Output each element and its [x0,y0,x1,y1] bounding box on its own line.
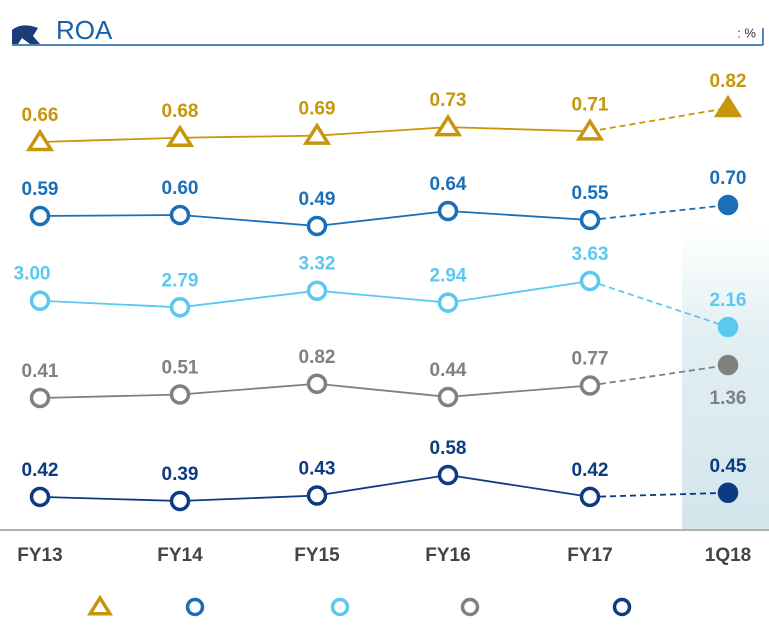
data-point [579,209,601,231]
forecast-line [589,364,729,387]
data-label: 0.66 [22,105,59,126]
data-label: 3.00 [14,264,51,285]
data-label: 0.43 [299,459,336,480]
data-label: 3.32 [299,254,336,275]
x-tick-label: 1Q18 [705,545,751,566]
x-tick-label: FY13 [17,545,62,566]
data-label: 0.42 [572,460,609,481]
data-label: 0.64 [430,174,467,195]
data-point [169,204,191,226]
data-point [306,215,328,237]
data-label: 0.44 [430,360,467,381]
data-label: 2.79 [162,270,199,291]
data-label: 0.60 [162,178,199,199]
forecast-line [589,280,729,328]
data-label: 0.71 [572,94,609,115]
x-tick-label: FY14 [157,545,203,566]
data-label: 0.39 [162,464,199,485]
data-label: 0.70 [710,168,747,189]
data-point [713,94,743,118]
unit-label: : % [737,25,756,40]
data-label: 0.59 [22,179,59,200]
data-label: 0.42 [22,460,59,481]
data-label: 2.16 [710,290,747,311]
data-point [717,316,739,338]
data-label: 0.41 [22,361,59,382]
data-point [717,482,739,504]
data-point [433,113,463,137]
data-label: 0.55 [572,183,609,204]
data-point [169,384,191,405]
data-point [437,200,459,222]
data-point [437,292,459,313]
legend-marker [330,597,350,617]
data-point [302,122,332,145]
data-point [575,118,605,141]
forecast-line [589,107,729,133]
logo-icon [12,25,40,44]
legend-marker [460,597,480,617]
data-point [25,128,55,152]
data-point [579,486,601,508]
legend-marker [185,597,205,617]
data-label: 3.63 [572,244,609,265]
x-tick-label: FY16 [425,545,470,566]
data-point [306,280,328,301]
data-label: 0.69 [299,99,336,120]
data-label: 2.94 [430,266,467,287]
data-point [717,194,739,216]
data-point [165,124,195,147]
data-label: 0.82 [710,71,747,92]
data-label: 0.49 [299,189,336,210]
data-point [169,297,191,318]
chart-title: ROA [56,15,113,45]
data-point [29,290,51,311]
data-label: 0.51 [162,358,199,379]
data-label: 0.82 [299,347,336,368]
data-label: 1.36 [710,388,747,409]
x-tick-label: FY17 [567,545,612,566]
data-label: 0.58 [430,438,467,459]
legend-marker [612,597,632,617]
data-label: 0.73 [430,90,467,111]
data-label: 0.77 [572,349,609,370]
highlight-band [682,225,769,530]
data-point [29,205,51,227]
data-point [579,375,601,396]
data-point [579,270,601,292]
data-point [29,387,51,409]
forecast-line [589,204,729,221]
data-point [169,490,191,512]
data-point [306,373,328,395]
data-label: 0.45 [710,456,747,477]
legend-marker [86,594,114,616]
data-point [717,354,739,376]
data-point [29,486,51,508]
forecast-line [589,491,729,498]
data-point [437,386,459,408]
data-point [437,464,459,486]
data-label: 0.68 [162,101,199,122]
x-tick-label: FY15 [294,545,340,566]
data-point [306,485,328,506]
